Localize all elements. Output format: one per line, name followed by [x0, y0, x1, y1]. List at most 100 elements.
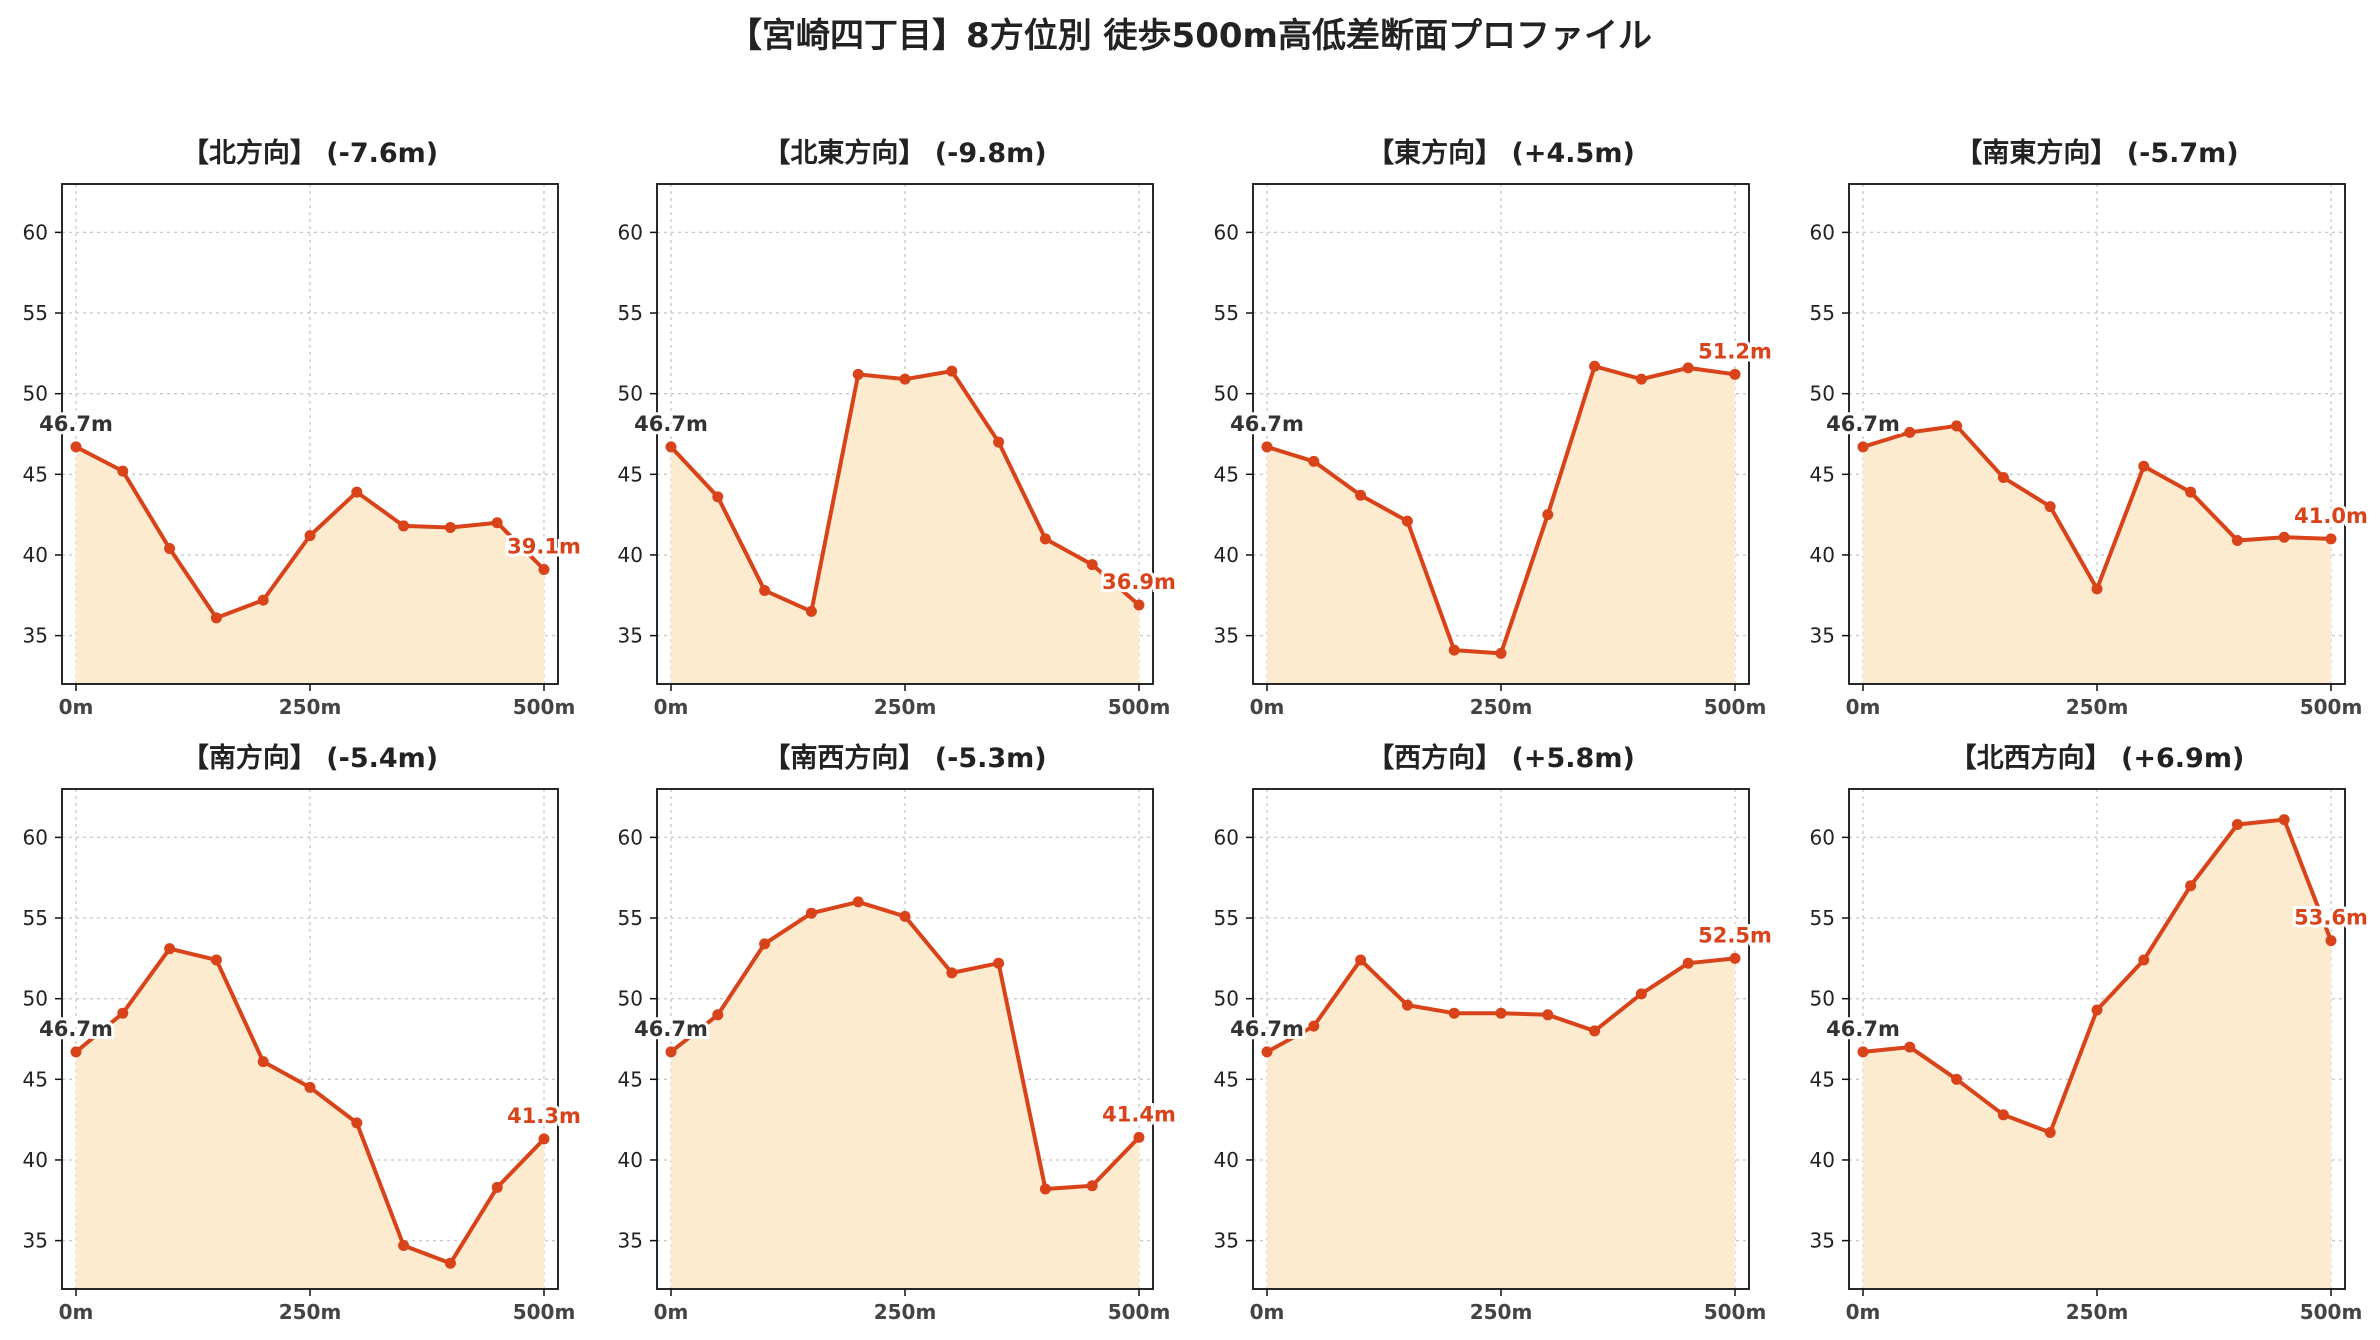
y-tick-label: 55 [618, 301, 643, 325]
x-tick-label: 250m [874, 695, 937, 719]
data-point [1682, 362, 1694, 374]
chart-title: 【北西方向】 (+6.9m) [1950, 742, 2245, 774]
start-elevation-label: 46.7m [1230, 1017, 1304, 1041]
end-elevation-label: 41.0m [2294, 504, 2368, 528]
x-tick-label: 500m [1108, 695, 1171, 719]
data-point [1857, 1046, 1869, 1058]
x-tick-label: 0m [1250, 695, 1285, 719]
data-point [946, 365, 958, 377]
data-point [805, 605, 817, 617]
x-tick-label: 0m [654, 695, 689, 719]
y-tick-label: 40 [1214, 543, 1239, 567]
y-tick-label: 40 [23, 1148, 48, 1172]
chart-panel-6: 【南西方向】 (-5.3m) 35 40 45 50 55 60 0m 250m 500m 46.7… [618, 742, 1179, 1324]
y-tick-label: 35 [1810, 624, 1835, 648]
y-tick-label: 55 [1810, 906, 1835, 930]
data-point [1729, 368, 1741, 380]
start-elevation-label: 46.7m [39, 412, 113, 436]
y-tick-label: 50 [618, 987, 643, 1011]
start-elevation-label: 46.7m [634, 412, 708, 436]
data-point [1542, 1009, 1554, 1021]
main-title: 【宮崎四丁目】8方位別 徒歩500m高低差断面プロファイル [728, 16, 1652, 56]
data-point [2091, 1004, 2103, 1016]
data-point [1997, 1109, 2009, 1121]
data-point [1495, 1007, 1507, 1019]
y-tick-label: 55 [1214, 906, 1239, 930]
x-tick-label: 250m [2066, 695, 2129, 719]
data-point [1308, 1020, 1320, 1032]
data-point [444, 522, 456, 534]
chart-title: 【南東方向】 (-5.7m) [1955, 137, 2238, 169]
data-point [1039, 1183, 1051, 1195]
data-point [351, 486, 363, 498]
data-point [805, 907, 817, 919]
data-point [2138, 954, 2150, 966]
data-point [1951, 420, 1963, 432]
end-elevation-label: 53.6m [2294, 906, 2368, 930]
chart-panel-3: 【東方向】 (+4.5m) 35 40 45 50 55 60 0m 250m 500m 46.7m… [1214, 137, 1775, 719]
data-point [1904, 1041, 1916, 1053]
x-tick-label: 250m [279, 1300, 342, 1324]
y-tick-label: 35 [1810, 1229, 1835, 1253]
elevation-area [76, 948, 544, 1289]
x-tick-label: 500m [1108, 1300, 1171, 1324]
x-tick-label: 500m [1704, 1300, 1767, 1324]
data-point [444, 1257, 456, 1269]
data-point [1086, 559, 1098, 571]
chart-title: 【西方向】 (+5.8m) [1367, 742, 1635, 774]
data-point [2278, 531, 2290, 543]
y-tick-label: 60 [618, 825, 643, 849]
x-tick-label: 250m [279, 695, 342, 719]
data-point [1448, 644, 1460, 656]
data-point [2231, 534, 2243, 546]
elevation-area [671, 371, 1139, 684]
data-point [210, 954, 222, 966]
data-point [398, 520, 410, 532]
y-tick-label: 40 [618, 543, 643, 567]
x-tick-label: 250m [874, 1300, 937, 1324]
end-elevation-label: 52.5m [1698, 923, 1772, 947]
data-point [1086, 1180, 1098, 1192]
elevation-area [1267, 958, 1735, 1289]
start-elevation-label: 46.7m [1826, 1017, 1900, 1041]
data-point [538, 563, 550, 575]
data-point [1589, 360, 1601, 372]
data-point [1133, 1131, 1145, 1143]
y-tick-label: 45 [618, 1067, 643, 1091]
y-tick-label: 50 [1214, 987, 1239, 1011]
data-point [2325, 533, 2337, 545]
y-tick-label: 45 [618, 462, 643, 486]
x-tick-label: 250m [2066, 1300, 2129, 1324]
x-tick-label: 0m [1846, 695, 1881, 719]
y-tick-label: 50 [1810, 987, 1835, 1011]
start-elevation-label: 46.7m [39, 1017, 113, 1041]
elevation-area [1267, 366, 1735, 684]
y-tick-label: 45 [1810, 1067, 1835, 1091]
y-tick-label: 45 [1214, 462, 1239, 486]
chart-panel-5: 【南方向】 (-5.4m) 35 40 45 50 55 60 0m 250m 500m 46.7m… [23, 742, 584, 1324]
elevation-area [671, 901, 1139, 1289]
chart-title: 【南西方向】 (-5.3m) [763, 742, 1046, 774]
x-tick-label: 500m [2300, 695, 2363, 719]
elevation-area [76, 446, 544, 684]
data-point [2231, 818, 2243, 830]
chart-title: 【北東方向】 (-9.8m) [763, 137, 1046, 169]
data-point [70, 1046, 82, 1058]
data-point [2044, 501, 2056, 513]
y-tick-label: 35 [618, 1229, 643, 1253]
data-point [1635, 373, 1647, 385]
y-tick-label: 35 [1214, 624, 1239, 648]
data-point [665, 441, 677, 453]
data-point [712, 1009, 724, 1021]
data-point [1133, 599, 1145, 611]
data-point [2044, 1127, 2056, 1139]
data-point [1261, 1046, 1273, 1058]
x-tick-label: 0m [654, 1300, 689, 1324]
y-tick-label: 50 [618, 382, 643, 406]
y-tick-label: 45 [1214, 1067, 1239, 1091]
data-point [117, 1007, 129, 1019]
end-elevation-label: 41.3m [507, 1104, 581, 1128]
data-point [2185, 486, 2197, 498]
x-tick-label: 500m [1704, 695, 1767, 719]
data-point [1951, 1073, 1963, 1085]
